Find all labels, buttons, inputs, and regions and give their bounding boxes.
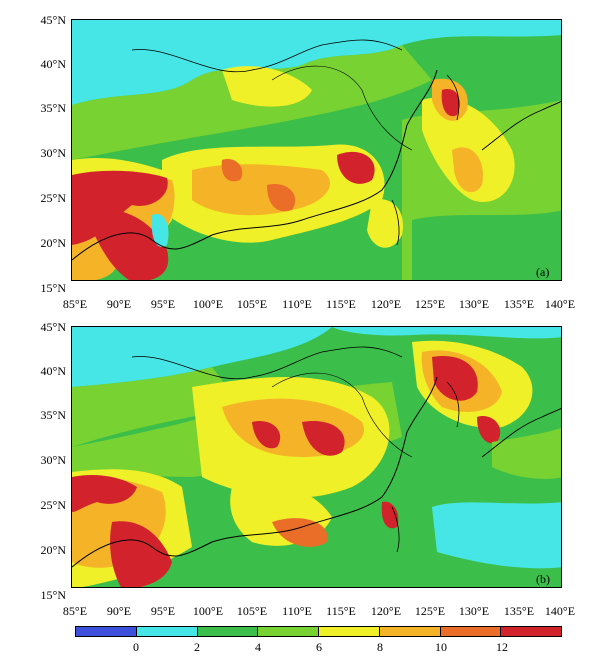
lon-label: 120°E: [370, 297, 402, 311]
lat-label: 15°N: [40, 588, 66, 602]
map-frame-a: [71, 19, 562, 281]
lat-label: 15°N: [40, 281, 66, 295]
lon-label: 90°E: [106, 297, 132, 311]
lat-label: 40°N: [40, 364, 66, 378]
lat-label: 45°N: [40, 13, 66, 27]
colorbar-segment: [197, 627, 259, 636]
lat-label: 35°N: [40, 101, 66, 115]
lat-label: 40°N: [40, 57, 66, 71]
colorbar-segment: [379, 627, 441, 636]
lat-label: 30°N: [40, 453, 66, 467]
lon-label: 125°E: [414, 297, 446, 311]
lon-label: 115°E: [326, 297, 356, 311]
lon-label: 115°E: [326, 604, 356, 618]
lon-label: 110°E: [282, 297, 312, 311]
lon-label: 140°E: [544, 297, 576, 311]
lon-label: 100°E: [192, 604, 224, 618]
lon-label: 135°E: [503, 604, 535, 618]
colorbar-tick-label: 12: [496, 640, 508, 654]
colorbar-segment: [136, 627, 198, 636]
colorbar-segment: [258, 627, 319, 636]
colorbar-segment: [501, 627, 561, 636]
colorbar: [75, 626, 562, 637]
lon-label: 130°E: [458, 297, 490, 311]
lon-label: 110°E: [282, 604, 312, 618]
colorbar-segment: [440, 627, 502, 636]
lon-label: 120°E: [370, 604, 402, 618]
map-field-a: [72, 20, 561, 280]
colorbar-segment: [319, 627, 380, 636]
lon-label: 95°E: [150, 604, 176, 618]
lon-label: 90°E: [106, 604, 132, 618]
lon-label: 85°E: [62, 297, 88, 311]
colorbar-tick-label: 8: [377, 640, 383, 654]
lon-label: 130°E: [458, 604, 490, 618]
lat-label: 25°N: [40, 191, 66, 205]
colorbar-tick-label: 6: [316, 640, 322, 654]
lon-label: 135°E: [503, 297, 535, 311]
lon-label: 125°E: [414, 604, 446, 618]
colorbar-segment: [76, 627, 137, 636]
panel-label-a: (a): [536, 265, 550, 279]
lat-label: 35°N: [40, 408, 66, 422]
colorbar-tick-label: 0: [133, 640, 139, 654]
panel-label-b: (b): [536, 572, 550, 586]
map-frame-b: [71, 326, 562, 588]
lat-label: 20°N: [40, 236, 66, 250]
lon-label: 105°E: [236, 604, 268, 618]
map-field-b: [72, 327, 561, 587]
lat-label: 20°N: [40, 543, 66, 557]
colorbar-tick-label: 10: [435, 640, 447, 654]
lon-label: 95°E: [150, 297, 176, 311]
lon-label: 100°E: [192, 297, 224, 311]
lon-label: 85°E: [62, 604, 88, 618]
colorbar-tick-label: 4: [255, 640, 261, 654]
lat-label: 45°N: [40, 320, 66, 334]
lat-label: 25°N: [40, 498, 66, 512]
colorbar-tick-label: 2: [194, 640, 200, 654]
lat-label: 30°N: [40, 146, 66, 160]
lon-label: 140°E: [544, 604, 576, 618]
lon-label: 105°E: [236, 297, 268, 311]
